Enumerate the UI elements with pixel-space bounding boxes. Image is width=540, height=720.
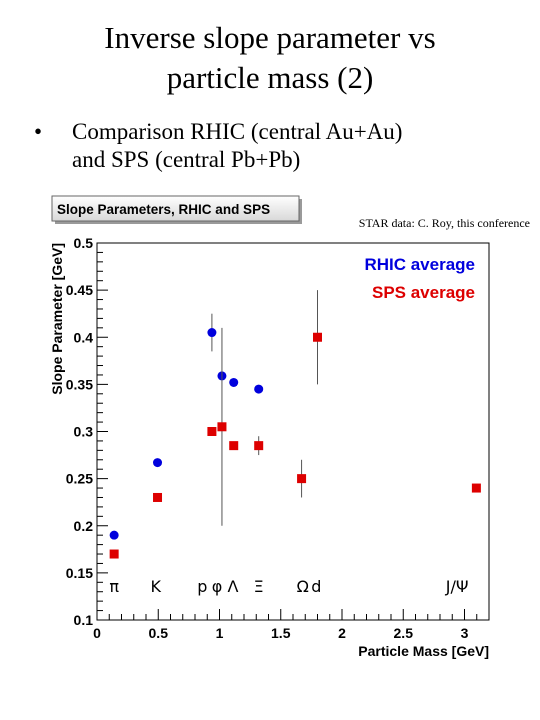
chart-title: Slope Parameters, RHIC and SPS (57, 202, 270, 217)
data-point (229, 377, 239, 387)
data-point (254, 384, 264, 394)
legend-entry: SPS average (372, 283, 475, 302)
slide-title-line1: Inverse slope parameter vs (104, 20, 436, 55)
chart-annotation: STAR data: C. Roy, this conference (359, 216, 530, 230)
bullet-marker: • (34, 119, 43, 144)
data-point (229, 441, 239, 451)
particle-label: Λ (227, 577, 238, 596)
particle-label: π (109, 577, 119, 596)
y-tick-label: 0.3 (74, 424, 94, 440)
particle-label: φ (212, 577, 223, 596)
chart-title-box (51, 195, 300, 222)
bullet-text-line1: Comparison RHIC (central Au+Au) (72, 119, 403, 144)
x-tick-label: 2.5 (394, 625, 414, 641)
slide-title: Inverse slope parameter vs particle mass… (0, 18, 540, 98)
data-point (109, 530, 119, 540)
data-point (313, 332, 322, 342)
x-tick-label: 1.5 (271, 625, 291, 641)
y-tick-label: 0.25 (66, 471, 93, 487)
x-tick-label: 3 (461, 625, 469, 641)
data-point (254, 441, 264, 451)
data-point (207, 328, 217, 338)
y-tick-label: 0.4 (74, 329, 94, 345)
y-tick-label: 0.35 (66, 376, 93, 392)
slide-title-line2: particle mass (2) (166, 60, 374, 95)
y-tick-label: 0.1 (74, 612, 94, 628)
y-tick-label: 0.2 (74, 518, 94, 534)
y-tick-label: 0.15 (66, 565, 93, 581)
data-point (109, 549, 119, 559)
data-point (153, 492, 163, 502)
bullet-text: Comparison RHIC (central Au+Au) and SPS … (72, 118, 512, 174)
x-tick-label: 2 (338, 625, 346, 641)
particle-label: J/Ψ (445, 577, 469, 596)
particle-label: Ξ (254, 577, 264, 596)
legend-entry: RHIC average (364, 255, 475, 274)
data-point (471, 483, 481, 493)
plot-area: 0 0.5 1 1.5 2 2.5 3 0.1 0.15 0.2 0.25 0.3 0.35 0.4 0.4… (49, 235, 490, 659)
x-tick-label: 0.5 (149, 625, 169, 641)
x-axis-label: Particle Mass [GeV] (358, 643, 489, 659)
x-tick-label: 1 (216, 625, 224, 641)
y-axis-label: Slope Parameter [GeV] (49, 243, 65, 395)
particle-label: d (311, 577, 321, 596)
data-point (217, 422, 227, 432)
particle-label: p (197, 577, 207, 596)
data-point (153, 458, 163, 468)
data-point (207, 427, 217, 436)
y-tick-label: 0.45 (66, 282, 93, 298)
data-point (297, 474, 307, 484)
y-tick-label: 0.5 (74, 235, 94, 251)
particle-label: K (151, 577, 162, 596)
particle-label: Ω (297, 577, 309, 596)
bullet-text-line2: and SPS (central Pb+Pb) (72, 147, 301, 172)
x-tick-label: 0 (93, 625, 101, 641)
